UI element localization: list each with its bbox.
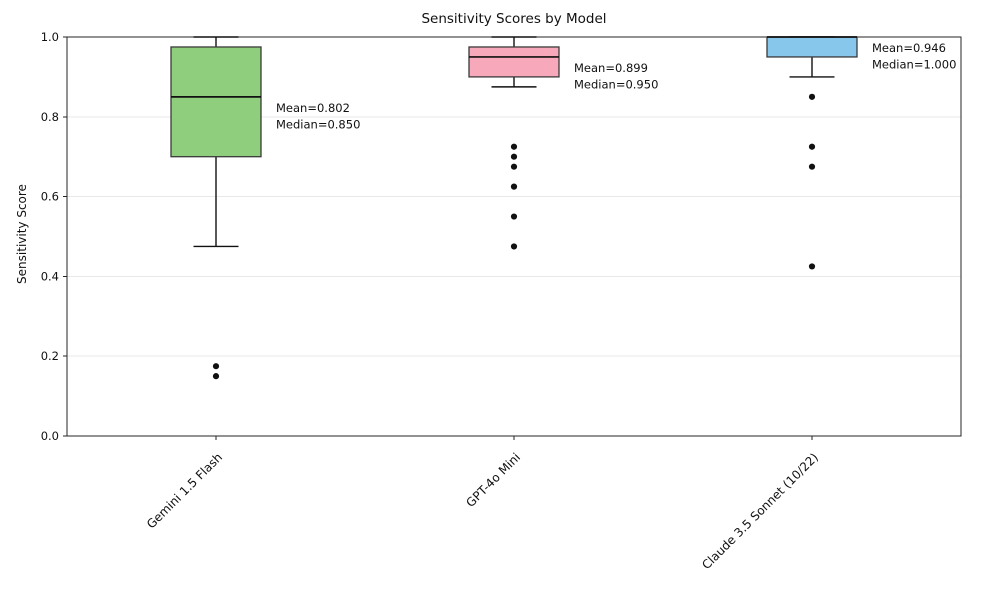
outlier-claude-3-5-sonnet-10-22 [808, 163, 816, 170]
annotation-claude-3-5-sonnet-10-22: Median=1.000 [872, 58, 956, 72]
annotation-gemini-1-5-flash: Median=0.850 [276, 117, 360, 131]
outlier-gpt-4o-mini [510, 213, 518, 220]
chart-title: Sensitivity Scores by Model [421, 11, 607, 27]
x-tick-label: Gemini 1.5 Flash [144, 450, 225, 531]
x-tick-label: GPT-4o Mini [463, 450, 523, 510]
box-gemini-1-5-flash [170, 46, 262, 158]
outlier-claude-3-5-sonnet-10-22 [808, 263, 816, 270]
outlier-claude-3-5-sonnet-10-22 [808, 93, 816, 100]
box-gpt-4o-mini [468, 46, 560, 78]
y-tick-label: 0.6 [41, 190, 59, 204]
outlier-gemini-1-5-flash [212, 363, 220, 370]
box-claude-3-5-sonnet-10-22 [766, 36, 858, 58]
annotation-claude-3-5-sonnet-10-22: Mean=0.946 [872, 41, 946, 55]
annotation-gpt-4o-mini: Mean=0.899 [574, 61, 648, 75]
y-tick-label: 0.2 [41, 349, 59, 363]
outlier-claude-3-5-sonnet-10-22 [808, 143, 816, 150]
outlier-gpt-4o-mini [510, 183, 518, 190]
outlier-gemini-1-5-flash [212, 373, 220, 380]
outlier-gpt-4o-mini [510, 143, 518, 150]
y-tick-label: 1.0 [41, 30, 59, 44]
annotation-gemini-1-5-flash: Mean=0.802 [276, 101, 350, 115]
outlier-gpt-4o-mini [510, 153, 518, 160]
outlier-gpt-4o-mini [510, 243, 518, 250]
y-tick-label: 0.8 [41, 110, 59, 124]
x-tick-label: Claude 3.5 Sonnet (10/22) [699, 450, 821, 572]
y-tick-label: 0.0 [41, 429, 59, 443]
y-tick-label: 0.4 [41, 269, 59, 283]
outlier-gpt-4o-mini [510, 163, 518, 170]
annotation-gpt-4o-mini: Median=0.950 [574, 77, 658, 91]
